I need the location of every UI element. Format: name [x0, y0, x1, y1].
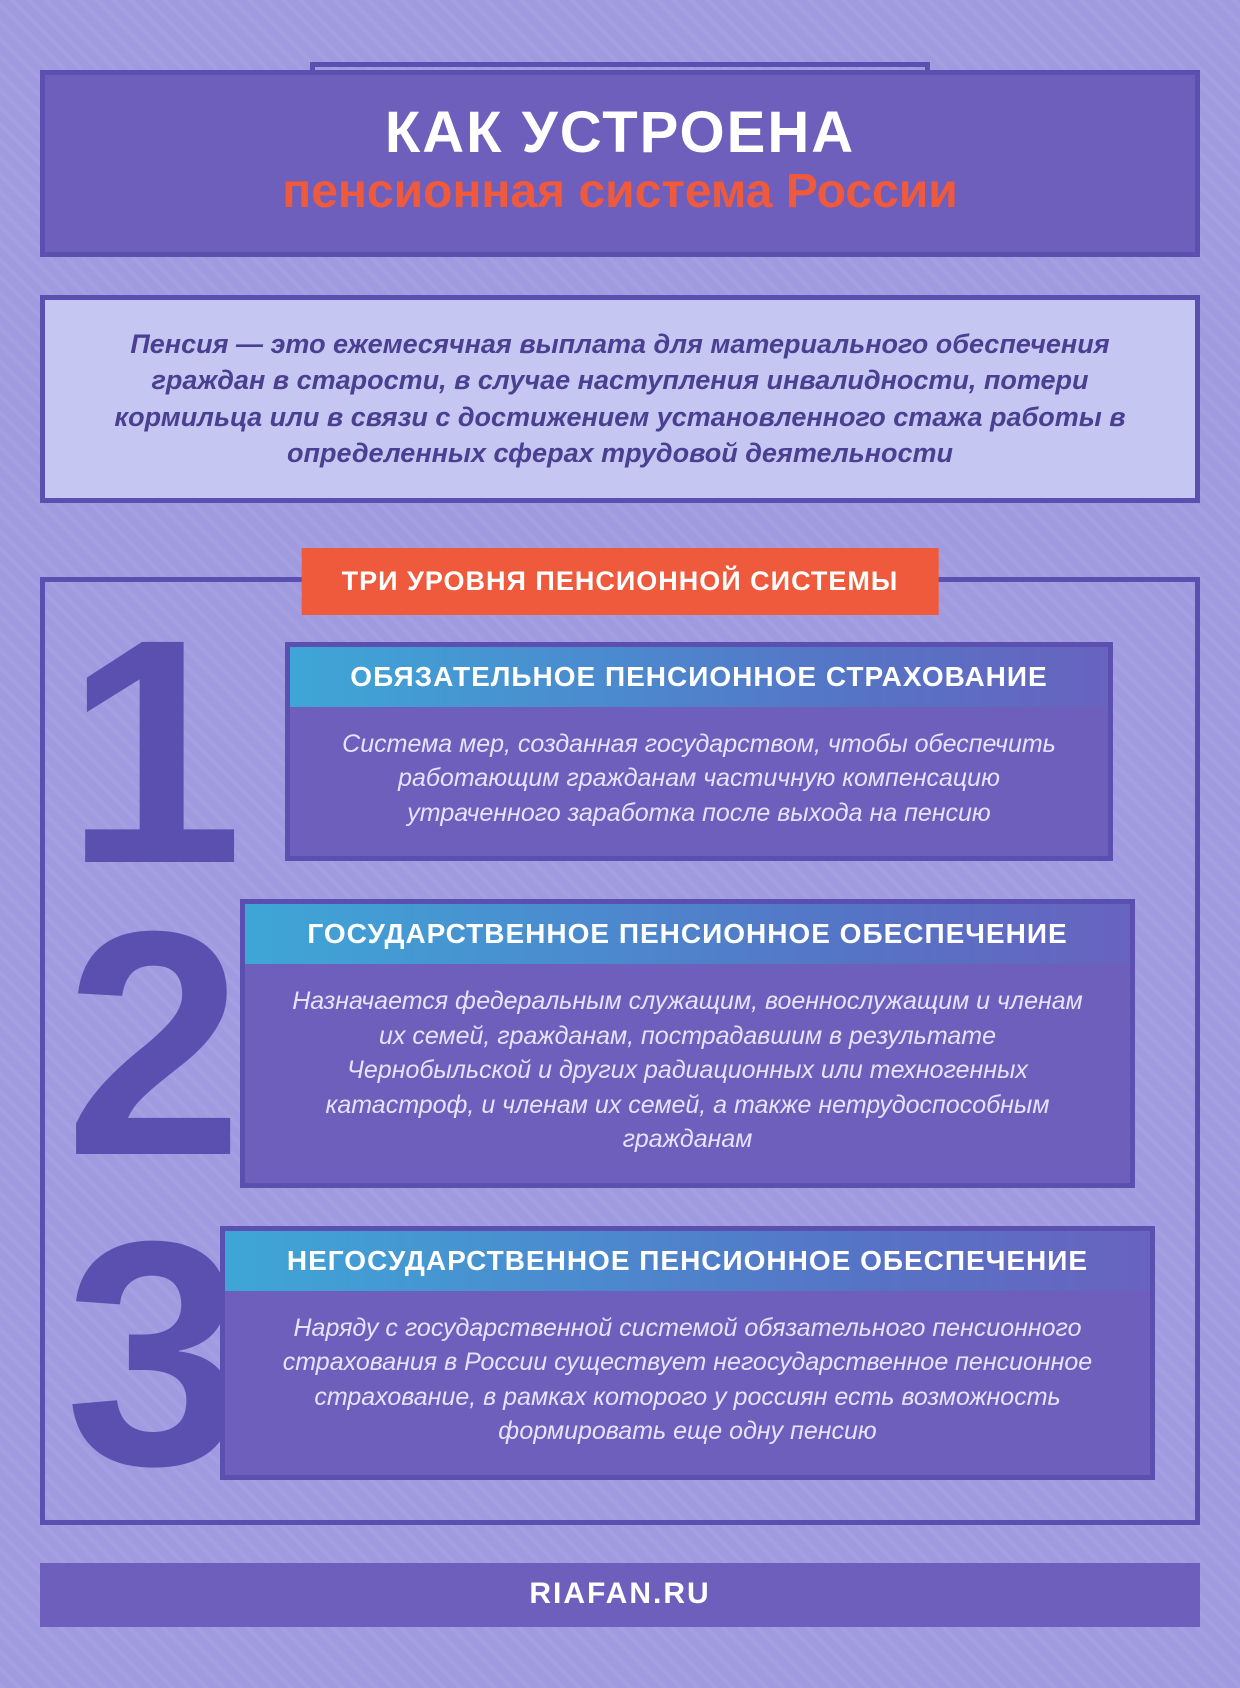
- level-2-card: ГОСУДАРСТВЕННОЕ ПЕНСИОННОЕ ОБЕСПЕЧЕНИЕ Н…: [240, 899, 1135, 1188]
- level-2-title: ГОСУДАРСТВЕННОЕ ПЕНСИОННОЕ ОБЕСПЕЧЕНИЕ: [245, 904, 1130, 964]
- title-main: КАК УСТРОЕНА: [75, 103, 1165, 164]
- title-bar: КАК УСТРОЕНА пенсионная система России: [40, 70, 1200, 257]
- levels-heading: ТРИ УРОВНЯ ПЕНСИОННОЙ СИСТЕМЫ: [302, 548, 939, 615]
- level-2-number: 2: [65, 915, 243, 1171]
- title-sub: пенсионная система России: [75, 168, 1165, 216]
- footer-text: RIAFAN.RU: [60, 1577, 1180, 1611]
- level-3-body: Наряду с государственной системой обязат…: [225, 1291, 1150, 1475]
- level-3-title: НЕГОСУДАРСТВЕННОЕ ПЕНСИОННОЕ ОБЕСПЕЧЕНИЕ: [225, 1231, 1150, 1291]
- level-1: 1 ОБЯЗАТЕЛЬНОЕ ПЕНСИОННОЕ СТРАХОВАНИЕ Си…: [85, 642, 1155, 862]
- level-1-number: 1: [65, 623, 243, 879]
- level-2: 2 ГОСУДАРСТВЕННОЕ ПЕНСИОННОЕ ОБЕСПЕЧЕНИЕ…: [85, 899, 1155, 1188]
- level-3: 3 НЕГОСУДАРСТВЕННОЕ ПЕНСИОННОЕ ОБЕСПЕЧЕН…: [85, 1226, 1155, 1480]
- levels-frame: ТРИ УРОВНЯ ПЕНСИОННОЙ СИСТЕМЫ 1 ОБЯЗАТЕЛ…: [40, 577, 1200, 1525]
- intro-box: Пенсия — это ежемесячная выплата для мат…: [40, 295, 1200, 503]
- level-1-card: ОБЯЗАТЕЛЬНОЕ ПЕНСИОННОЕ СТРАХОВАНИЕ Сист…: [285, 642, 1113, 862]
- level-3-card: НЕГОСУДАРСТВЕННОЕ ПЕНСИОННОЕ ОБЕСПЕЧЕНИЕ…: [220, 1226, 1155, 1480]
- level-1-title: ОБЯЗАТЕЛЬНОЕ ПЕНСИОННОЕ СТРАХОВАНИЕ: [290, 647, 1108, 707]
- intro-text: Пенсия — это ежемесячная выплата для мат…: [87, 326, 1153, 472]
- level-1-body: Система мер, созданная государством, что…: [290, 707, 1108, 857]
- level-2-body: Назначается федеральным служащим, военно…: [245, 964, 1130, 1183]
- level-3-number: 3: [65, 1225, 243, 1481]
- footer-bar: RIAFAN.RU: [40, 1563, 1200, 1627]
